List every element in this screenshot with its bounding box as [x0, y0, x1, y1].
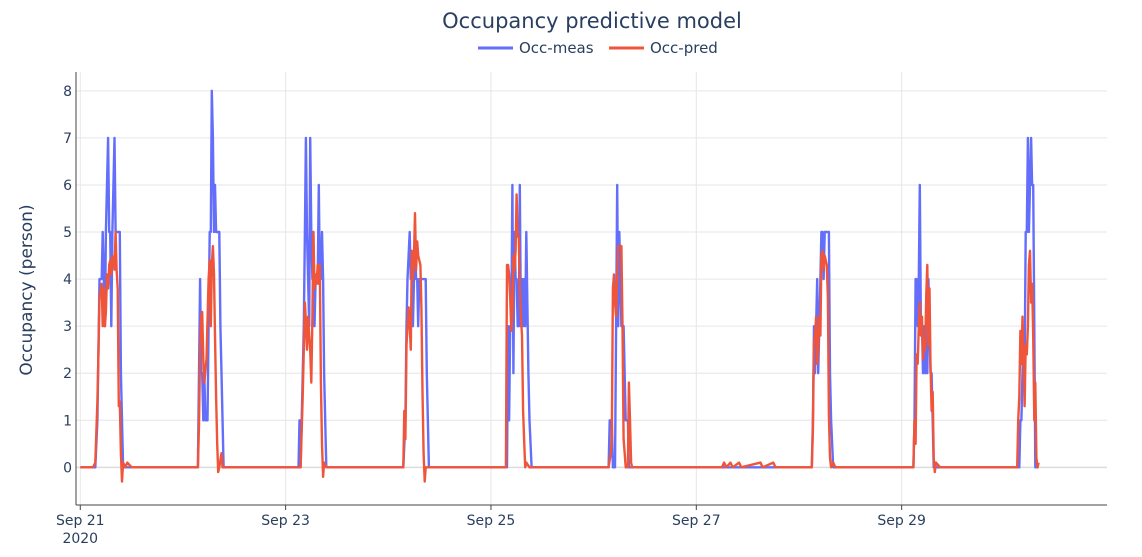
y-tick-label: 5: [63, 225, 72, 241]
y-axis-title: Occupancy (person): [17, 204, 37, 375]
legend-label-occ-pred[interactable]: Occ-pred: [650, 39, 718, 57]
legend[interactable]: Occ-meas Occ-pred: [478, 39, 718, 57]
y-tick-label: 2: [63, 366, 72, 382]
series-line-occ-pred[interactable]: [80, 193, 1040, 483]
plot-area[interactable]: [80, 89, 1040, 483]
axes: 0 1 2 3 4 5 6 7 8 Sep 21 2020 Sep 23 Sep 25 Sep 27 Sep…: [56, 72, 1107, 547]
y-tick-label: 4: [63, 272, 72, 288]
x-tick-label: Sep 29: [877, 513, 926, 529]
y-tick-label: 6: [63, 178, 72, 194]
y-tick-label: 8: [63, 84, 72, 100]
chart-title: Occupancy predictive model: [442, 9, 742, 33]
x-tick-label: Sep 25: [467, 513, 516, 529]
legend-label-occ-meas[interactable]: Occ-meas: [519, 39, 594, 57]
gridlines: [76, 72, 1107, 505]
x-tick-sublabel: 2020: [62, 531, 98, 547]
x-tick-label: Sep 23: [261, 513, 310, 529]
y-tick-label: 7: [63, 131, 72, 147]
y-tick-label: 3: [63, 319, 72, 335]
x-tick-label: Sep 21: [56, 513, 105, 529]
x-tick-label: Sep 27: [672, 513, 721, 529]
y-tick-label: 0: [63, 460, 72, 476]
y-tick-label: 1: [63, 413, 72, 429]
